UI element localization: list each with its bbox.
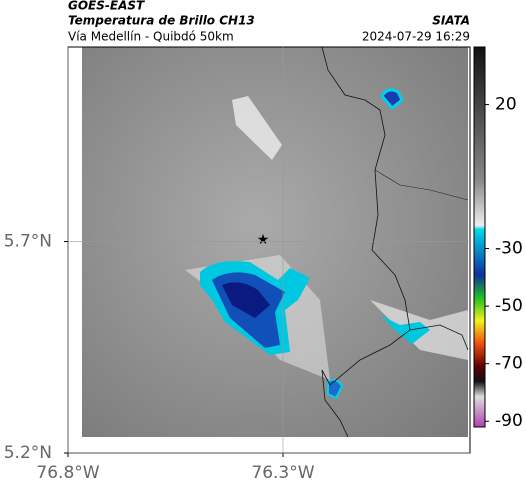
subtitle: Temperatura de Brillo CH13 — [68, 14, 255, 28]
timestamp: 2024-07-29 16:29 — [362, 30, 470, 44]
colorbar-label: -30 — [495, 239, 523, 259]
y-tick-label: 5.7°N — [4, 232, 52, 252]
svg-text:★: ★ — [257, 232, 270, 248]
title: GOES-EAST — [68, 0, 145, 13]
colorbar-label: -50 — [495, 296, 523, 316]
colorbar-label: 20 — [495, 95, 517, 115]
source: SIATA — [432, 14, 470, 28]
colorbar — [473, 46, 486, 428]
colorbar-label: -70 — [495, 354, 523, 374]
x-tick-label: 76.3°W — [251, 463, 314, 483]
colorbar-label: -90 — [495, 411, 523, 431]
x-tick-label: 76.8°W — [36, 463, 99, 483]
location: Vía Medellín - Quibdó 50km — [68, 30, 234, 44]
map-image: ★ — [82, 46, 469, 438]
y-tick-label: 5.2°N — [4, 443, 52, 463]
